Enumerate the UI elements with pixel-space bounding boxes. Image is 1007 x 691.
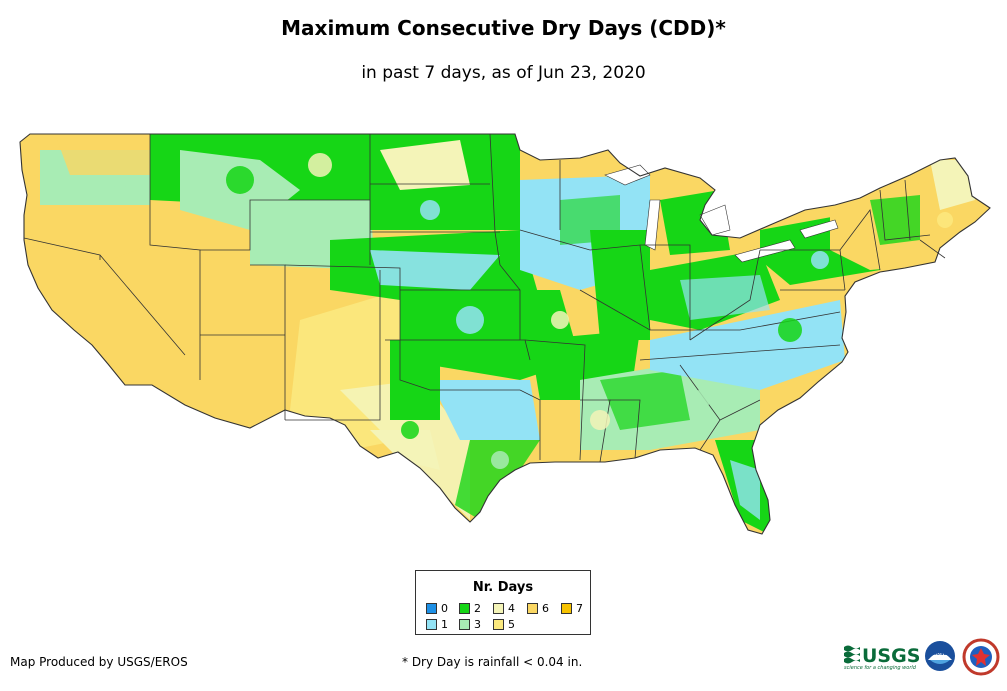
legend-swatch-4	[493, 603, 504, 614]
lake-michigan	[644, 199, 661, 251]
legend-label-0: 0	[441, 602, 448, 615]
legend-swatch-1	[426, 619, 437, 630]
legend-item-1: 1	[426, 619, 448, 631]
legend-item-4: 4	[493, 603, 515, 615]
legend-item-7: 7	[561, 603, 583, 615]
map-title: Maximum Consecutive Dry Days (CDD)*	[281, 16, 726, 40]
legend: Nr. Days 0 1 2 3 4 5 6 7	[415, 570, 591, 635]
legend-label-6: 6	[542, 602, 549, 615]
lake-erie	[734, 239, 796, 263]
legend-item-5: 5	[493, 619, 515, 631]
noaa-logo: noaa	[925, 641, 955, 671]
legend-label-2: 2	[474, 602, 481, 615]
credit-text: Map Produced by USGS/EROS	[10, 655, 188, 669]
legend-item-0: 0	[426, 603, 448, 615]
lake-huron	[699, 204, 731, 236]
legend-swatch-6	[527, 603, 538, 614]
legend-item-2: 2	[459, 603, 481, 615]
legend-label-7: 7	[576, 602, 583, 615]
state-borders	[23, 133, 946, 463]
lakes	[604, 164, 839, 263]
legend-swatch-7	[561, 603, 572, 614]
usgs-logo: USGS science for a changing world	[844, 645, 919, 671]
svg-text:science for a changing world: science for a changing world	[844, 665, 917, 671]
svg-text:noaa: noaa	[933, 651, 947, 657]
legend-swatch-0	[426, 603, 437, 614]
legend-swatch-3	[459, 619, 470, 630]
legend-swatch-5	[493, 619, 504, 630]
legend-item-6: 6	[527, 603, 549, 615]
svg-text:USGS: USGS	[862, 645, 919, 667]
legend-label-1: 1	[441, 618, 448, 631]
legend-label-4: 4	[508, 602, 515, 615]
legend-item-3: 3	[459, 619, 481, 631]
map-land	[20, 134, 990, 534]
legend-swatch-2	[459, 603, 470, 614]
map-subtitle: in past 7 days, as of Jun 23, 2020	[361, 63, 646, 83]
lake-ontario	[799, 219, 839, 239]
detail-mottling	[110, 153, 953, 469]
legend-label-3: 3	[474, 618, 481, 631]
nws-seal-icon	[962, 638, 1000, 676]
legend-title: Nr. Days	[472, 580, 534, 595]
legend-label-5: 5	[508, 618, 515, 631]
footnote-text: * Dry Day is rainfall < 0.04 in.	[402, 655, 583, 669]
